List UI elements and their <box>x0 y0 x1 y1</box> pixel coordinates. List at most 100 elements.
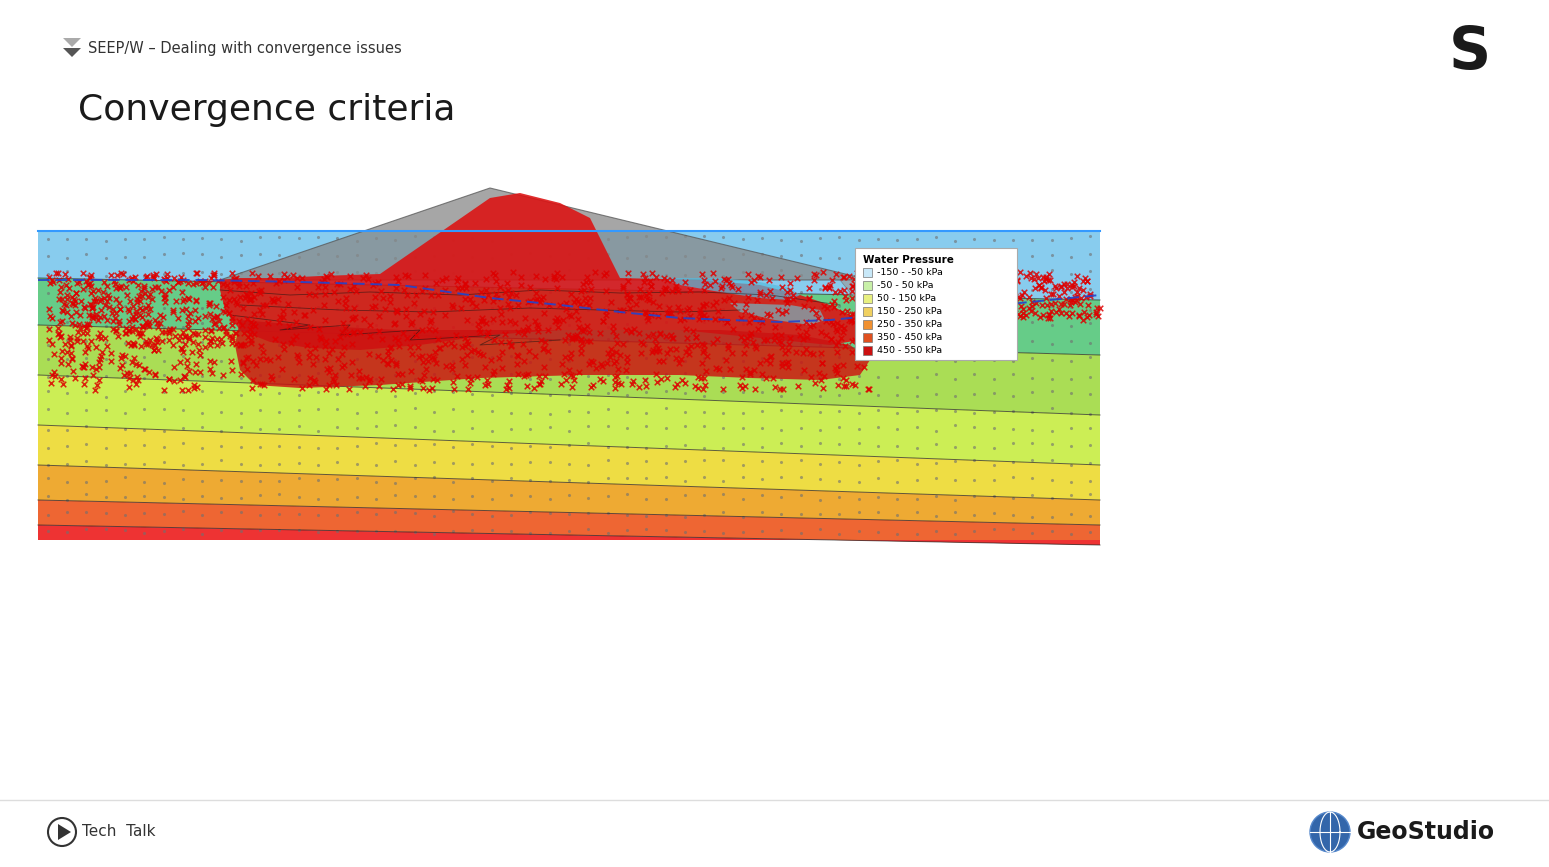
Point <box>93 298 118 312</box>
Point <box>692 251 717 264</box>
Point <box>36 268 60 282</box>
Point <box>982 320 1007 334</box>
Point <box>538 334 562 348</box>
Point <box>74 369 99 383</box>
Point <box>654 367 678 381</box>
Point <box>316 365 341 379</box>
Point <box>304 350 328 364</box>
Point <box>56 272 81 286</box>
Point <box>1058 291 1083 305</box>
Point <box>558 351 582 365</box>
Point <box>946 304 971 318</box>
Point <box>553 333 578 347</box>
Point <box>635 310 660 324</box>
Point <box>276 319 301 333</box>
Point <box>93 251 118 264</box>
Point <box>864 287 889 301</box>
Point <box>135 271 160 284</box>
Point <box>499 231 524 245</box>
Point <box>962 473 987 487</box>
Point <box>280 331 305 345</box>
Point <box>489 345 514 359</box>
Point <box>750 351 774 365</box>
Point <box>85 378 110 392</box>
Point <box>564 292 589 306</box>
Point <box>799 370 824 384</box>
Point <box>595 353 620 367</box>
Point <box>1039 336 1064 350</box>
Point <box>54 369 79 383</box>
Point <box>863 266 888 280</box>
Point <box>152 287 177 301</box>
Point <box>226 314 251 328</box>
Point <box>819 332 844 346</box>
Point <box>731 492 756 506</box>
Point <box>1075 310 1100 324</box>
Point <box>1038 304 1063 318</box>
Text: 50 - 150 kPa: 50 - 150 kPa <box>877 294 936 303</box>
Point <box>923 471 948 485</box>
Point <box>1061 279 1086 293</box>
Point <box>144 316 169 329</box>
Point <box>54 352 79 366</box>
Point <box>654 439 678 453</box>
Point <box>462 342 486 356</box>
Point <box>943 234 968 248</box>
Point <box>406 340 431 354</box>
Point <box>943 294 968 308</box>
Point <box>556 264 581 277</box>
Point <box>497 314 522 328</box>
Point <box>542 314 567 328</box>
Point <box>1022 306 1047 320</box>
Point <box>1038 311 1063 325</box>
Point <box>1001 422 1025 436</box>
Point <box>364 231 389 244</box>
Point <box>711 420 736 434</box>
Point <box>968 280 993 294</box>
Point <box>445 368 469 382</box>
Point <box>53 337 77 351</box>
Point <box>514 368 539 382</box>
Point <box>827 507 852 521</box>
Point <box>905 389 929 403</box>
Point <box>81 284 105 297</box>
Point <box>499 319 524 333</box>
Point <box>325 508 350 522</box>
Point <box>499 286 524 300</box>
Point <box>167 274 192 288</box>
Point <box>73 357 98 371</box>
Point <box>610 279 635 293</box>
Point <box>658 306 683 320</box>
Point <box>353 380 378 394</box>
Point <box>846 303 871 317</box>
Point <box>68 322 93 336</box>
Point <box>888 291 912 305</box>
Point <box>575 335 599 349</box>
Point <box>615 230 640 244</box>
Point <box>945 293 970 307</box>
Point <box>629 290 654 304</box>
Point <box>344 265 369 279</box>
Point <box>987 302 1011 316</box>
Point <box>923 424 948 438</box>
Point <box>102 274 127 288</box>
Point <box>538 526 562 540</box>
Point <box>81 360 105 374</box>
Point <box>892 292 917 306</box>
Point <box>731 333 756 347</box>
Point <box>750 488 774 502</box>
Point <box>943 316 968 329</box>
Point <box>42 348 67 362</box>
Point <box>572 283 596 297</box>
Point <box>1066 309 1090 323</box>
Point <box>991 283 1016 297</box>
Point <box>1070 284 1095 297</box>
Point <box>516 320 541 334</box>
Point <box>711 474 736 488</box>
Point <box>768 507 793 521</box>
Point <box>959 304 984 318</box>
Point <box>730 370 754 384</box>
Point <box>884 336 909 350</box>
Point <box>711 505 736 519</box>
Point <box>36 508 60 522</box>
